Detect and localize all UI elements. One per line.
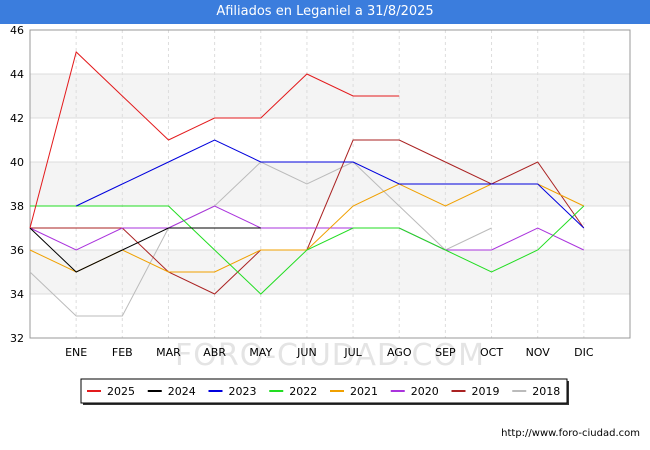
legend-label-2023: 2023 (229, 385, 257, 398)
legend-label-2018: 2018 (532, 385, 560, 398)
series-line-2024 (29, 227, 261, 273)
y-tick-label: 34 (10, 288, 24, 301)
plot-band (30, 162, 630, 206)
y-tick-label: 38 (10, 200, 24, 213)
chart-title: Afiliados en Leganiel a 31/8/2025 (0, 0, 650, 24)
x-tick-label: MAR (156, 346, 181, 359)
x-tick-label: DIC (574, 346, 594, 359)
legend-label-2022: 2022 (289, 385, 317, 398)
watermark: FORO-CIUDAD.COM (175, 338, 485, 373)
plot-border (29, 29, 631, 339)
series-line-2020 (29, 205, 585, 251)
x-tick-label: JUL (343, 346, 362, 359)
plot-band (30, 118, 630, 162)
y-tick-label: 46 (10, 24, 24, 37)
x-tick-label: MAY (249, 346, 272, 359)
y-tick-label: 36 (10, 244, 24, 257)
source-url[interactable]: http://www.foro-ciudad.com (501, 428, 640, 439)
series-line-2022 (30, 205, 585, 295)
y-tick-label: 40 (10, 156, 24, 169)
legend-label-2020: 2020 (411, 385, 439, 398)
plot-band (30, 250, 630, 294)
x-tick-label: ENE (65, 346, 87, 359)
plot-band (30, 30, 630, 74)
x-tick-label: OCT (480, 346, 503, 359)
y-tick-label: 42 (10, 112, 24, 125)
y-tick-label: 32 (10, 332, 24, 345)
x-tick-label: AGO (387, 346, 412, 359)
legend-box (80, 378, 568, 404)
legend-label-2025: 2025 (107, 385, 135, 398)
y-tick-label: 44 (10, 68, 24, 81)
x-tick-label: SEP (435, 346, 456, 359)
plot-band (30, 74, 630, 118)
x-tick-label: NOV (526, 346, 551, 359)
legend-label-2024: 2024 (168, 385, 196, 398)
series-line-2023 (75, 139, 585, 229)
legend-label-2021: 2021 (350, 385, 378, 398)
x-tick-label: FEB (112, 346, 133, 359)
x-tick-label: JUN (296, 346, 317, 359)
x-tick-label: ABR (203, 346, 226, 359)
series-line-2025 (29, 51, 400, 229)
legend-label-2019: 2019 (472, 385, 500, 398)
